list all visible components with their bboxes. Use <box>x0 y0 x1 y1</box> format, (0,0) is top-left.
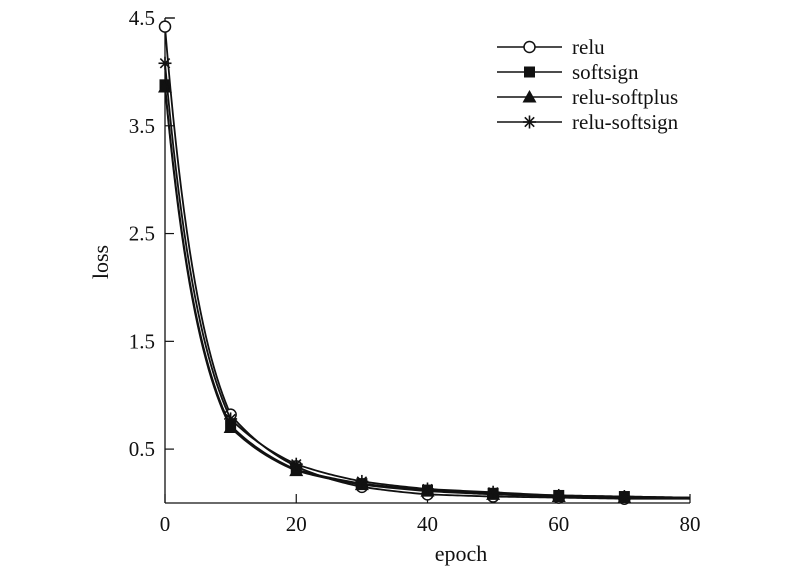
legend-label: relu-softplus <box>572 85 678 109</box>
legend-label: softsign <box>572 60 639 84</box>
data-point-relu-softsign <box>224 412 238 426</box>
series-line-softsign <box>164 84 691 499</box>
x-tick-label: 20 <box>286 512 307 536</box>
series-softsign <box>159 79 691 503</box>
series-relu-softplus <box>158 79 691 504</box>
legend-item-relu-softsign: relu-softsign <box>497 110 679 134</box>
data-point-relu-softsign <box>486 485 500 499</box>
data-point-relu-softsign <box>617 490 631 504</box>
data-point-relu-softsign <box>289 457 303 471</box>
legend-item-relu: relu <box>497 35 605 59</box>
legend-marker-relu-softplus <box>522 90 537 103</box>
x-axis-label: epoch <box>435 541 488 566</box>
y-tick-label: 2.5 <box>129 222 155 246</box>
series-relu-softsign <box>158 56 691 504</box>
data-point-relu-softsign <box>421 482 434 496</box>
legend-marker-softsign <box>524 66 535 78</box>
y-tick-label: 0.5 <box>129 437 155 461</box>
legend-label: relu-softsign <box>572 110 679 134</box>
x-tick-label: 60 <box>548 512 569 536</box>
data-point-relu <box>158 20 172 33</box>
data-point-relu-softsign <box>355 474 369 488</box>
y-tick-label: 4.5 <box>129 6 155 30</box>
legend-item-softsign: softsign <box>497 60 639 84</box>
legend-item-relu-softplus: relu-softplus <box>497 85 678 109</box>
data-point-relu-softplus <box>158 79 172 93</box>
y-ticks: 0.5 1.5 2.5 3.5 4.5 <box>129 6 174 461</box>
y-axis-label: loss <box>88 245 113 279</box>
legend-marker-relu <box>523 40 536 54</box>
data-point-relu-softsign <box>158 56 172 70</box>
legend-marker-relu-softsign <box>523 115 536 129</box>
x-tick-label: 80 <box>680 512 701 536</box>
y-tick-label: 3.5 <box>129 114 155 138</box>
data-point-relu-softplus <box>223 420 238 434</box>
legend-label: relu <box>572 35 605 59</box>
y-tick-label: 1.5 <box>129 329 155 353</box>
x-tick-label: 40 <box>417 512 438 536</box>
data-point-relu-softsign <box>552 488 566 502</box>
x-tick-label: 0 <box>160 512 171 536</box>
series-group <box>158 20 691 505</box>
